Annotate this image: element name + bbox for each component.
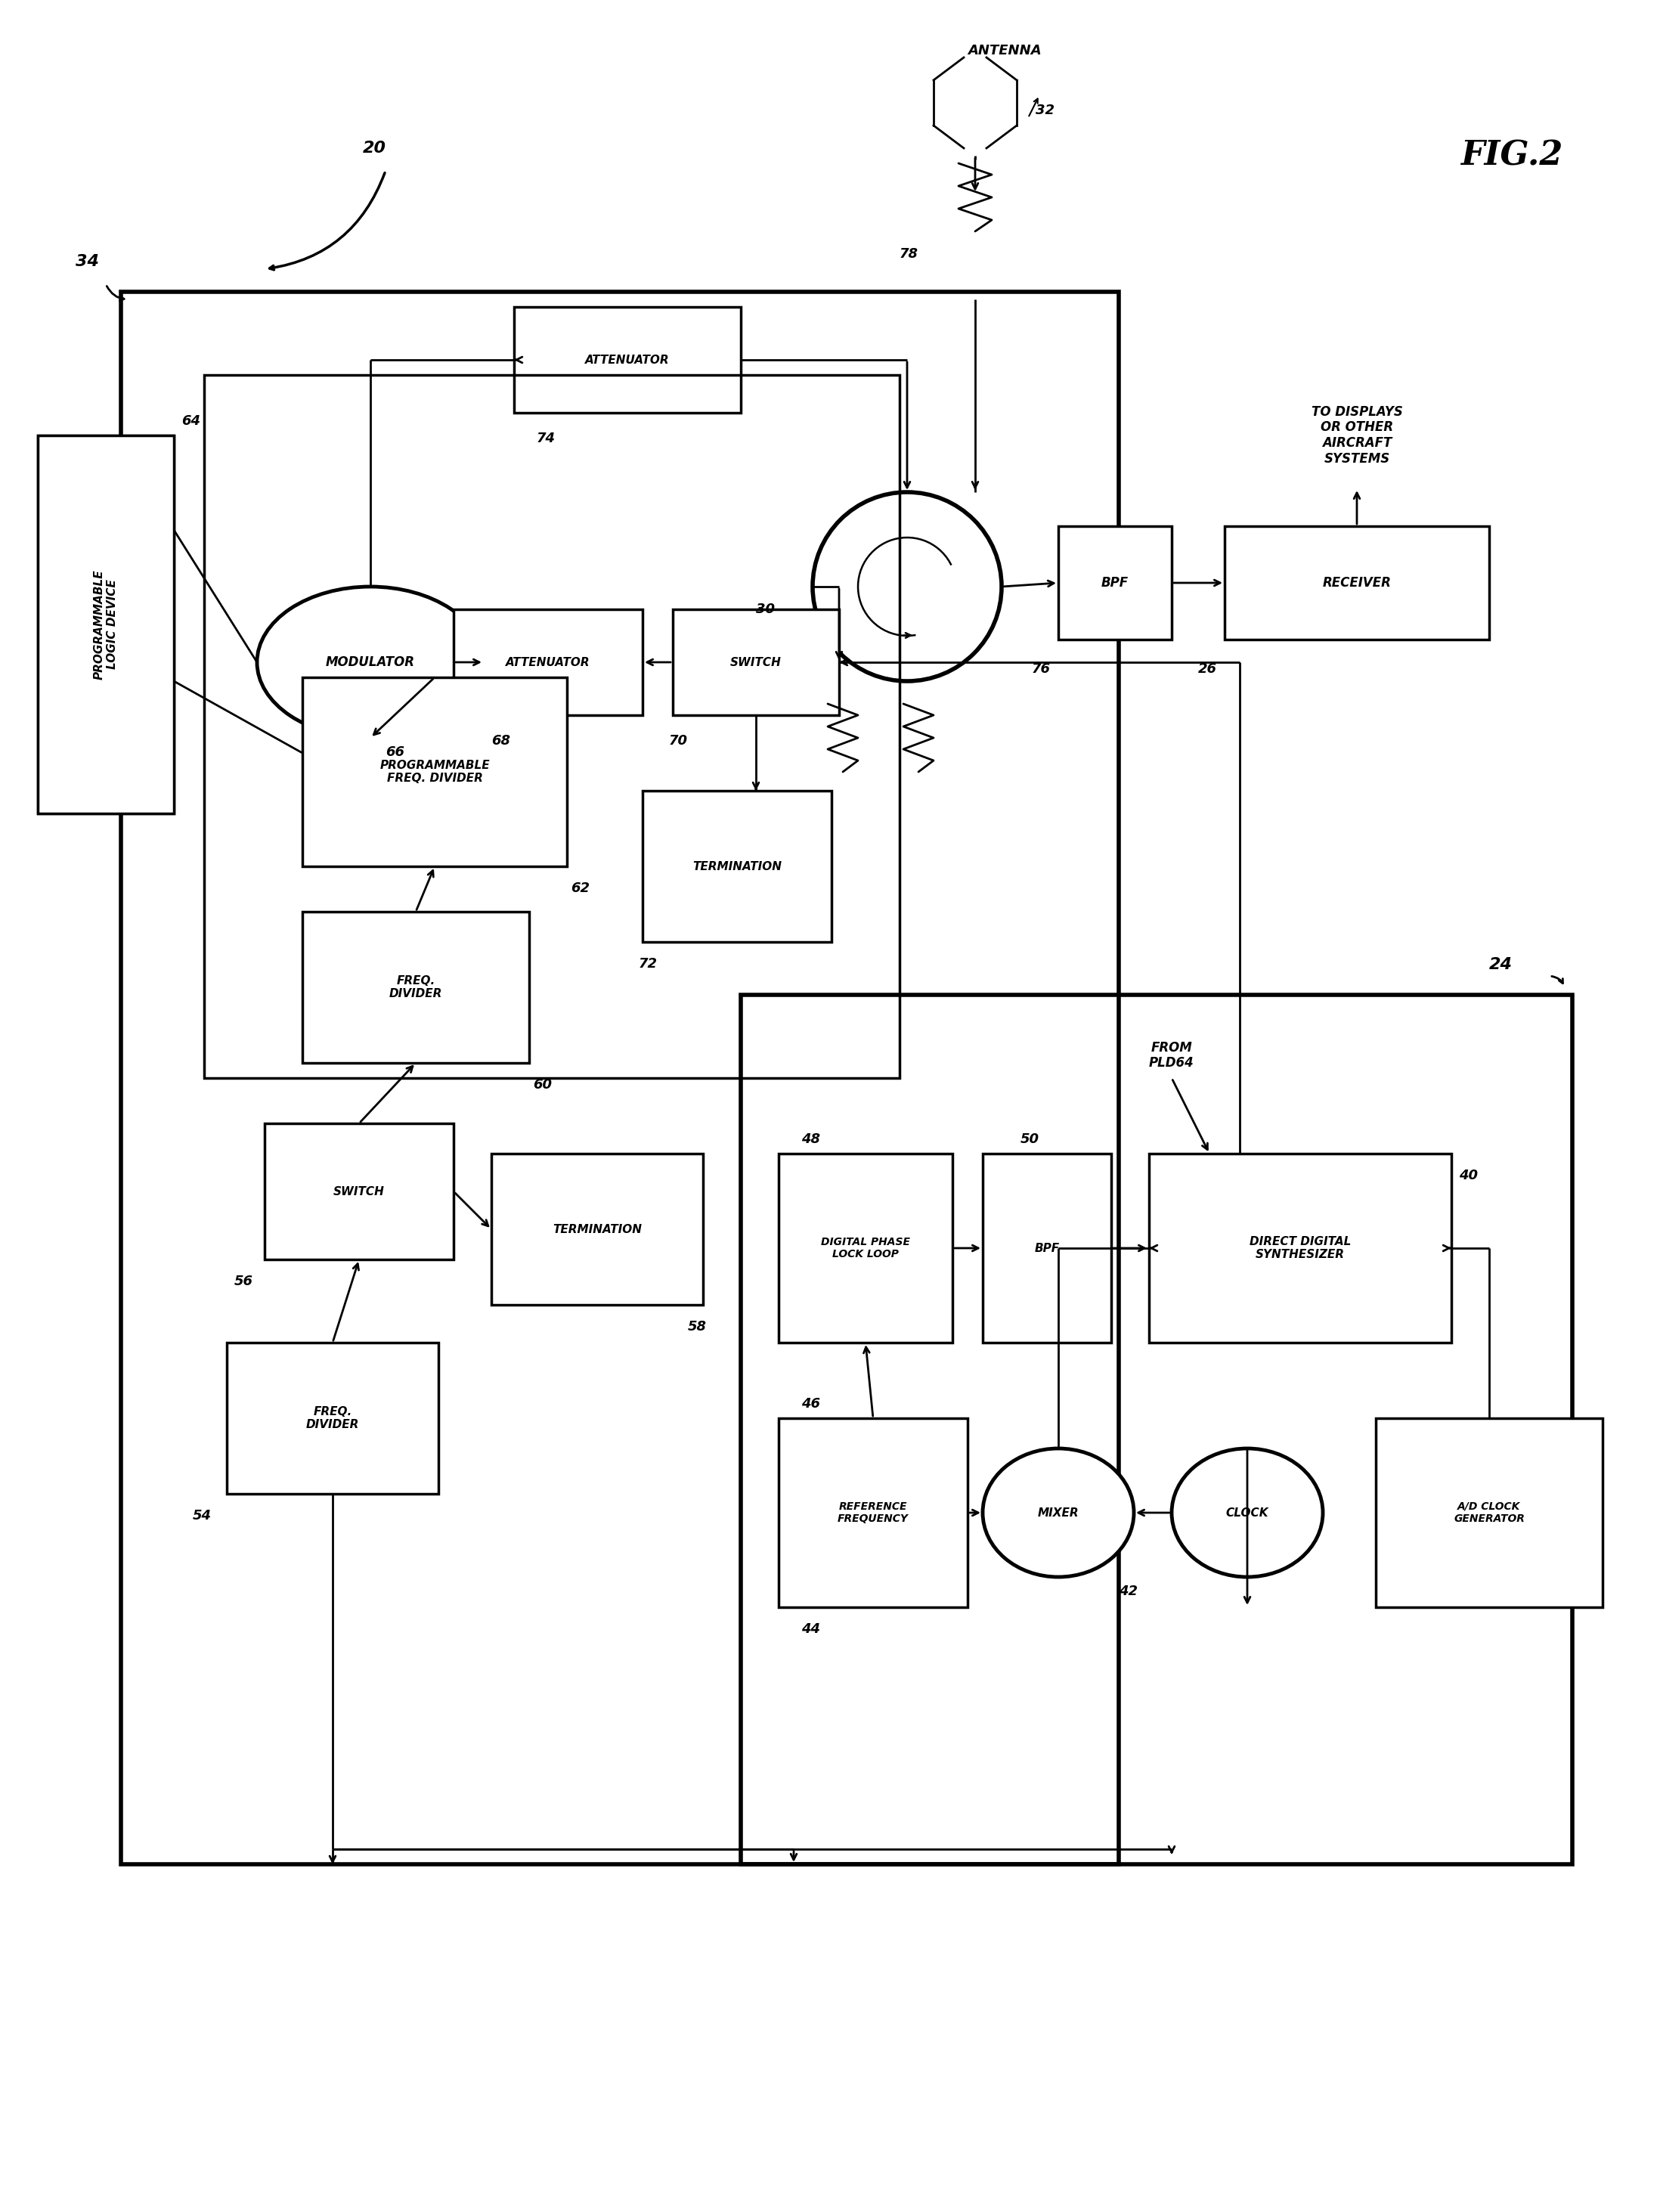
Ellipse shape — [257, 586, 483, 739]
Ellipse shape — [1172, 1449, 1323, 1577]
Bar — [983, 1155, 1111, 1343]
Text: 66: 66 — [385, 745, 405, 759]
Text: BPF: BPF — [1034, 1243, 1059, 1254]
Text: DIRECT DIGITAL
SYNTHESIZER: DIRECT DIGITAL SYNTHESIZER — [1250, 1237, 1351, 1261]
Text: TERMINATION: TERMINATION — [553, 1223, 642, 1234]
Text: 24: 24 — [1489, 958, 1512, 973]
Text: 78: 78 — [900, 248, 918, 261]
Text: 58: 58 — [687, 1321, 707, 1334]
Text: 42: 42 — [1119, 1584, 1137, 1597]
Text: PROGRAMMABLE
FREQ. DIVIDER: PROGRAMMABLE FREQ. DIVIDER — [380, 759, 490, 783]
Text: 50: 50 — [1021, 1133, 1039, 1146]
Bar — [264, 1124, 453, 1259]
Text: ANTENNA: ANTENNA — [968, 44, 1041, 58]
Bar — [740, 995, 1572, 1865]
Bar — [515, 307, 740, 414]
Bar — [302, 677, 568, 867]
Text: 48: 48 — [802, 1133, 820, 1146]
Text: 56: 56 — [234, 1274, 254, 1287]
Text: 40: 40 — [1459, 1168, 1477, 1183]
Text: 26: 26 — [1199, 661, 1217, 677]
Text: BPF: BPF — [1101, 575, 1129, 591]
Text: 46: 46 — [802, 1398, 820, 1411]
Text: MODULATOR: MODULATOR — [325, 655, 415, 668]
Text: 68: 68 — [491, 734, 510, 748]
Text: 70: 70 — [669, 734, 687, 748]
Text: FIG.2: FIG.2 — [1461, 139, 1564, 173]
Bar — [121, 292, 1119, 1865]
Text: ATTENUATOR: ATTENUATOR — [506, 657, 591, 668]
Text: FREQ.
DIVIDER: FREQ. DIVIDER — [305, 1407, 359, 1431]
Text: SWITCH: SWITCH — [334, 1186, 385, 1197]
Bar — [38, 436, 174, 814]
Bar — [227, 1343, 438, 1493]
Bar — [779, 1418, 968, 1608]
Text: 72: 72 — [639, 958, 657, 971]
Text: 60: 60 — [533, 1077, 551, 1093]
Text: SWITCH: SWITCH — [730, 657, 782, 668]
Text: 62: 62 — [571, 880, 589, 896]
Text: 76: 76 — [1033, 661, 1051, 677]
Text: CLOCK: CLOCK — [1225, 1506, 1268, 1517]
Bar — [453, 608, 642, 714]
Text: 74: 74 — [536, 431, 556, 445]
Text: REFERENCE
FREQUENCY: REFERENCE FREQUENCY — [838, 1502, 908, 1524]
Text: 20: 20 — [364, 142, 387, 155]
Bar — [302, 911, 530, 1064]
Bar — [779, 1155, 953, 1343]
Bar — [1376, 1418, 1602, 1608]
Bar — [204, 376, 900, 1077]
Text: 32: 32 — [1036, 104, 1054, 117]
Text: FROM
PLD64: FROM PLD64 — [1149, 1040, 1194, 1071]
Text: 44: 44 — [802, 1621, 820, 1637]
Ellipse shape — [983, 1449, 1134, 1577]
Text: RECEIVER: RECEIVER — [1323, 575, 1391, 591]
Text: 34: 34 — [76, 254, 100, 270]
Bar — [672, 608, 838, 714]
Text: A/D CLOCK
GENERATOR: A/D CLOCK GENERATOR — [1454, 1502, 1524, 1524]
Bar — [642, 790, 832, 942]
Text: DIGITAL PHASE
LOCK LOOP: DIGITAL PHASE LOCK LOOP — [822, 1237, 910, 1259]
Text: 54: 54 — [193, 1509, 212, 1522]
Text: 30: 30 — [755, 602, 775, 617]
Text: PROGRAMMABLE
LOGIC DEVICE: PROGRAMMABLE LOGIC DEVICE — [93, 568, 118, 679]
Bar — [1149, 1155, 1451, 1343]
Bar — [1225, 526, 1489, 639]
Bar — [1059, 526, 1172, 639]
Text: 64: 64 — [181, 414, 201, 427]
Text: TO DISPLAYS
OR OTHER
AIRCRAFT
SYSTEMS: TO DISPLAYS OR OTHER AIRCRAFT SYSTEMS — [1311, 405, 1403, 467]
Text: MIXER: MIXER — [1038, 1506, 1079, 1517]
Bar — [38, 436, 174, 814]
Text: ATTENUATOR: ATTENUATOR — [586, 354, 669, 365]
Text: TERMINATION: TERMINATION — [692, 860, 782, 872]
Bar — [491, 1155, 702, 1305]
Text: FREQ.
DIVIDER: FREQ. DIVIDER — [388, 975, 442, 1000]
